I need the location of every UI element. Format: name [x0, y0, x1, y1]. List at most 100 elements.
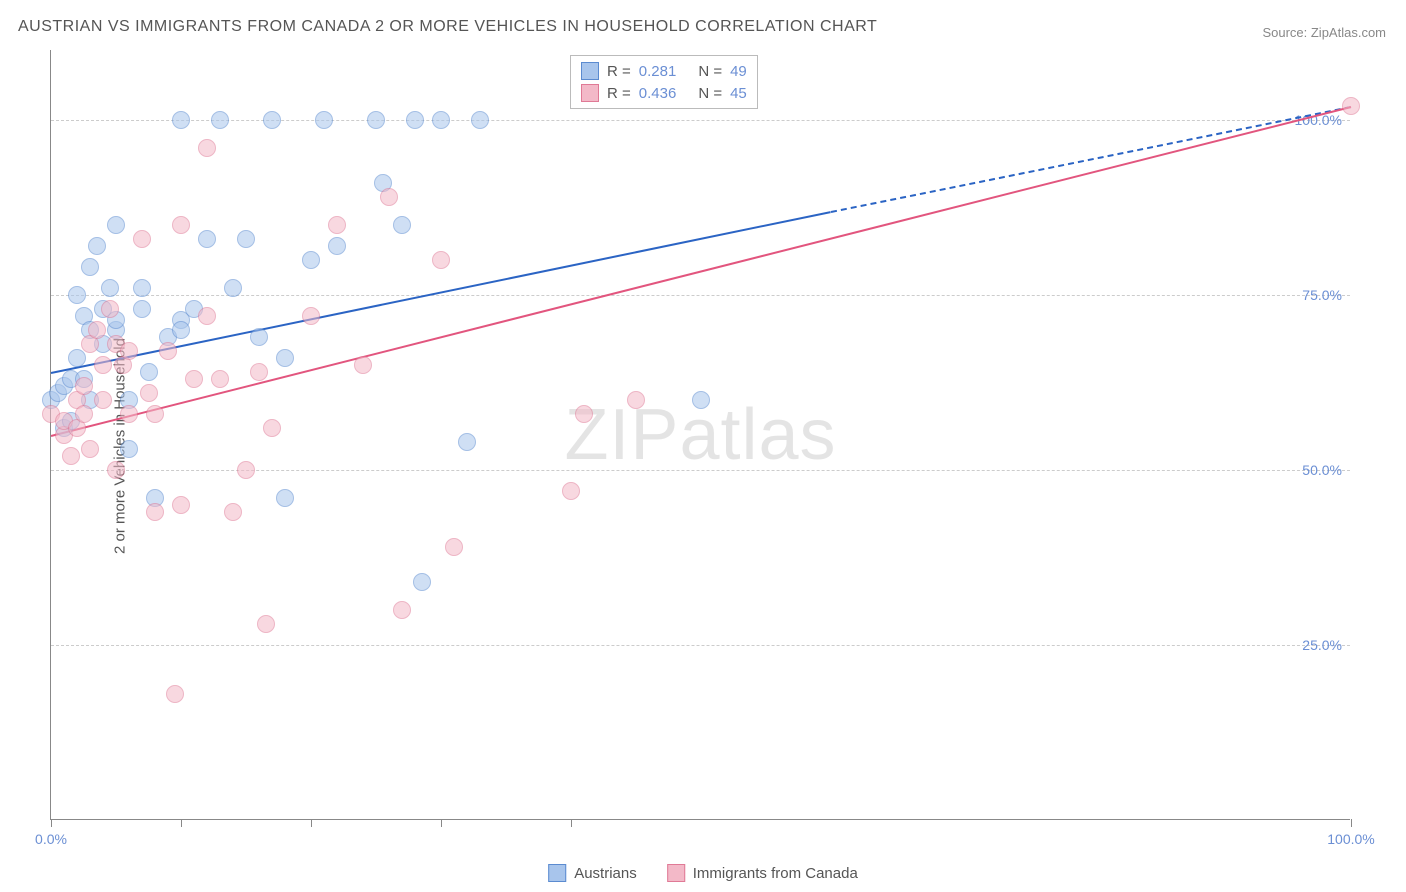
data-point [367, 111, 385, 129]
data-point [380, 188, 398, 206]
data-point [413, 573, 431, 591]
data-point [107, 216, 125, 234]
legend-swatch [667, 864, 685, 882]
trend-line-dashed [831, 106, 1351, 213]
x-tick [1351, 819, 1352, 827]
legend-bottom: Austrians Immigrants from Canada [548, 864, 858, 882]
r-value: 0.436 [639, 85, 677, 102]
data-point [315, 111, 333, 129]
x-tick-label: 100.0% [1327, 831, 1374, 847]
data-point [198, 139, 216, 157]
data-point [237, 461, 255, 479]
x-tick [51, 819, 52, 827]
data-point [692, 391, 710, 409]
trend-line [51, 106, 1351, 437]
data-point [172, 496, 190, 514]
data-point [68, 349, 86, 367]
data-point [140, 363, 158, 381]
data-point [575, 405, 593, 423]
x-tick-label: 0.0% [35, 831, 67, 847]
legend-swatch [581, 84, 599, 102]
data-point [88, 237, 106, 255]
data-point [166, 685, 184, 703]
data-point [263, 111, 281, 129]
data-point [133, 300, 151, 318]
data-point [627, 391, 645, 409]
y-tick-label: 75.0% [1302, 287, 1342, 303]
data-point [107, 461, 125, 479]
x-tick [571, 819, 572, 827]
data-point [133, 230, 151, 248]
x-tick [441, 819, 442, 827]
chart-title: AUSTRIAN VS IMMIGRANTS FROM CANADA 2 OR … [18, 18, 877, 36]
data-point [328, 237, 346, 255]
data-point [250, 328, 268, 346]
gridline [51, 295, 1350, 296]
data-point [432, 251, 450, 269]
n-value: 49 [730, 63, 747, 80]
data-point [237, 230, 255, 248]
data-point [276, 489, 294, 507]
data-point [68, 286, 86, 304]
data-point [250, 363, 268, 381]
legend-label: Immigrants from Canada [693, 865, 858, 882]
data-point [81, 258, 99, 276]
data-point [185, 370, 203, 388]
data-point [257, 615, 275, 633]
data-point [120, 342, 138, 360]
y-tick-label: 50.0% [1302, 462, 1342, 478]
gridline [51, 645, 1350, 646]
legend-stats-row: R = 0.281 N = 49 [581, 60, 747, 82]
data-point [133, 279, 151, 297]
data-point [62, 447, 80, 465]
x-tick [311, 819, 312, 827]
data-point [159, 342, 177, 360]
data-point [406, 111, 424, 129]
n-label: N = [698, 63, 722, 80]
r-label: R = [607, 63, 631, 80]
data-point [1342, 97, 1360, 115]
data-point [302, 251, 320, 269]
data-point [393, 601, 411, 619]
legend-swatch [581, 62, 599, 80]
data-point [172, 111, 190, 129]
data-point [224, 503, 242, 521]
legend-stats-row: R =0.436N =45 [581, 82, 747, 104]
data-point [198, 230, 216, 248]
x-tick [181, 819, 182, 827]
data-point [101, 300, 119, 318]
data-point [81, 440, 99, 458]
data-point [172, 216, 190, 234]
legend-item: Immigrants from Canada [667, 864, 858, 882]
data-point [276, 349, 294, 367]
data-point [88, 321, 106, 339]
data-point [146, 503, 164, 521]
data-point [172, 321, 190, 339]
data-point [94, 356, 112, 374]
chart-plot-area: ZIPatlas 25.0%50.0%75.0%100.0%0.0%100.0% [50, 50, 1350, 820]
y-tick-label: 25.0% [1302, 637, 1342, 653]
data-point [328, 216, 346, 234]
data-point [458, 433, 476, 451]
r-label: R = [607, 85, 631, 102]
data-point [432, 111, 450, 129]
data-point [224, 279, 242, 297]
data-point [120, 440, 138, 458]
n-label: N = [698, 85, 722, 102]
source-label: Source: ZipAtlas.com [1262, 25, 1386, 40]
data-point [302, 307, 320, 325]
data-point [445, 538, 463, 556]
data-point [354, 356, 372, 374]
data-point [211, 111, 229, 129]
data-point [263, 419, 281, 437]
legend-stats: R =0.281N =49R =0.436N =45 [570, 55, 758, 109]
data-point [211, 370, 229, 388]
data-point [198, 307, 216, 325]
data-point [471, 111, 489, 129]
data-point [140, 384, 158, 402]
r-value: 0.281 [639, 63, 677, 80]
legend-label: Austrians [574, 865, 637, 882]
data-point [562, 482, 580, 500]
data-point [75, 377, 93, 395]
data-point [75, 405, 93, 423]
